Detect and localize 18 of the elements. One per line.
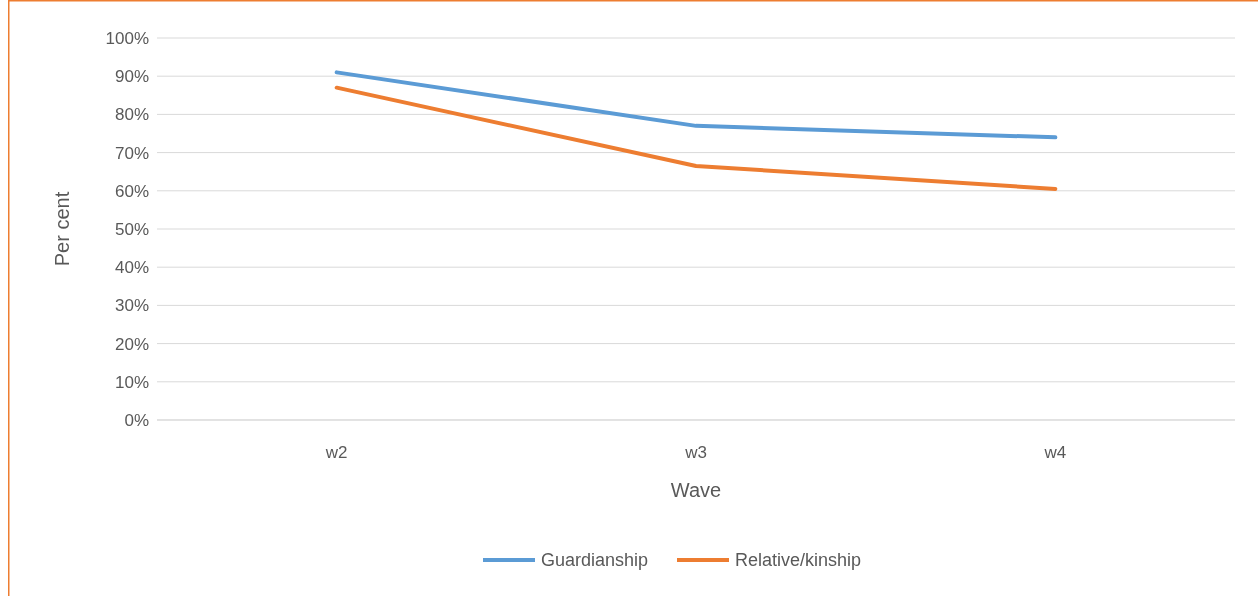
y-tick-label: 20% (114, 334, 149, 354)
y-tick-label: 70% (114, 143, 149, 163)
y-tick-label: 10% (114, 372, 149, 392)
legend-label: Relative/kinship (735, 550, 862, 571)
y-tick-label: 60% (114, 181, 149, 201)
y-axis-title: Per cent (51, 191, 73, 267)
y-tick-label: 90% (114, 67, 149, 87)
x-axis-title: Wave (670, 479, 722, 501)
y-tick-label: 50% (114, 219, 149, 239)
x-tick-label: w2 (324, 442, 348, 462)
y-tick-label: 100% (105, 28, 149, 48)
y-tick-label: 40% (114, 258, 149, 278)
y-tick-label: 30% (114, 296, 149, 316)
y-tick-label: 0% (124, 410, 149, 430)
x-tick-label: w4 (1043, 442, 1067, 462)
x-tick-label: w3 (684, 442, 707, 462)
legend-label: Guardianship (541, 550, 649, 571)
y-tick-label: 80% (114, 105, 149, 125)
